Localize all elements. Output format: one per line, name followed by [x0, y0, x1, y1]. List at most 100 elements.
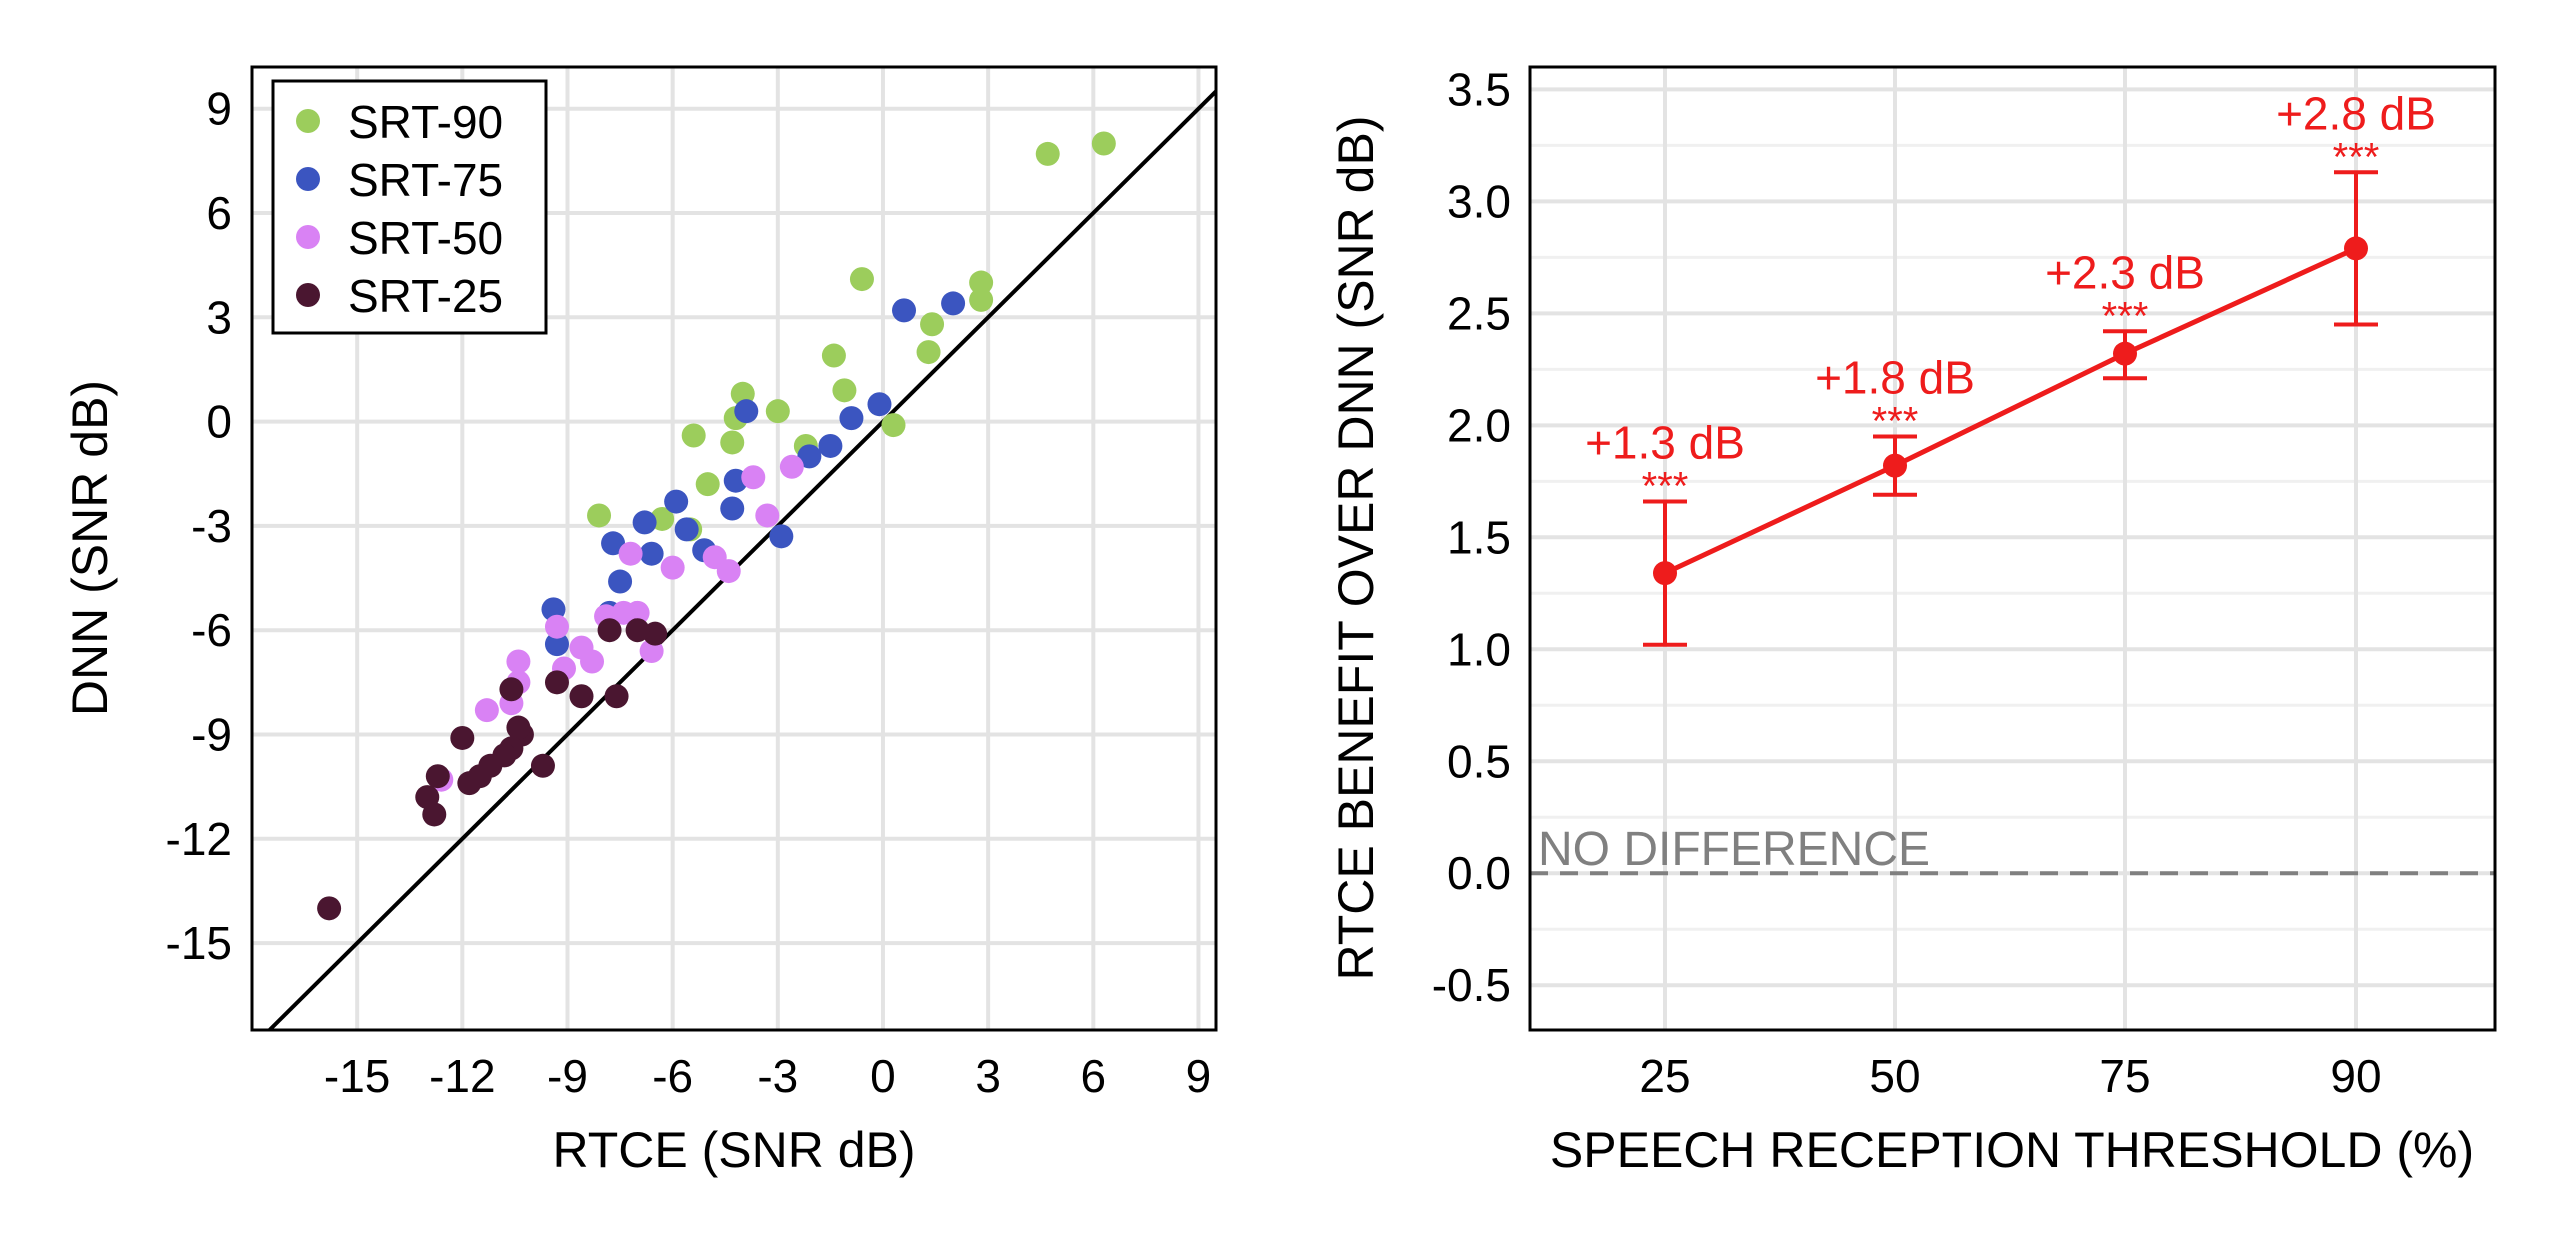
scatter-point	[916, 340, 941, 365]
benefit-y-tick-label: 1.5	[1447, 511, 1511, 563]
scatter-point	[755, 503, 780, 528]
benefit-y-tick-label: 3.5	[1447, 63, 1511, 115]
scatter-point	[415, 785, 440, 810]
scatter-point	[450, 725, 475, 750]
scatter-point	[425, 764, 450, 789]
scatter-x-tick-label: 0	[870, 1050, 896, 1102]
scatter-y-tick-label: 6	[206, 187, 232, 239]
scatter-y-tick-label: -15	[166, 917, 232, 969]
scatter-point	[920, 312, 945, 337]
benefit-x-tick-label: 90	[2330, 1050, 2381, 1102]
scatter-point	[499, 677, 524, 702]
scatter-x-tick-labels: -15 -12 -9 -6 -3 0 3 6 9	[324, 1050, 1211, 1102]
scatter-point	[569, 684, 594, 709]
benefit-y-tick-label: 2.5	[1447, 287, 1511, 339]
legend-marker	[296, 109, 320, 133]
scatter-point	[839, 406, 864, 431]
scatter-point	[892, 298, 917, 323]
benefit-y-tick-label: 0.0	[1447, 847, 1511, 899]
scatter-point	[818, 433, 843, 458]
scatter-point	[618, 541, 643, 566]
legend-marker	[296, 283, 320, 307]
benefit-x-axis-title: SPEECH RECEPTION THRESHOLD (%)	[1550, 1122, 2474, 1178]
scatter-point	[506, 649, 531, 674]
scatter-point	[720, 496, 745, 521]
scatter-point	[969, 270, 994, 295]
scatter-point	[1091, 131, 1116, 156]
scatter-point	[632, 510, 657, 535]
legend-label: SRT-90	[348, 96, 503, 148]
scatter-point	[779, 454, 804, 479]
scatter-legend: SRT-90 SRT-75 SRT-50 SRT-25	[271, 79, 548, 335]
benefit-x-tick-label: 75	[2099, 1050, 2150, 1102]
scatter-point	[702, 545, 727, 570]
benefit-point	[2344, 236, 2368, 261]
benefit-x-tick-label: 50	[1869, 1050, 1920, 1102]
scatter-point	[765, 399, 790, 424]
scatter-x-tick-label: -12	[429, 1050, 495, 1102]
legend-marker	[296, 225, 320, 249]
scatter-point	[587, 503, 612, 528]
scatter-point	[797, 444, 822, 469]
scatter-point	[544, 632, 569, 657]
benefit-gridlines	[1530, 67, 2495, 1030]
benefit-y-tick-label: 0.5	[1447, 735, 1511, 787]
scatter-y-tick-label: 0	[206, 396, 232, 448]
scatter-x-axis-title: RTCE (SNR dB)	[552, 1122, 915, 1178]
significance-label: ***	[2102, 294, 2149, 338]
benefit-plot-frame	[1528, 65, 2497, 1032]
benefit-y-tick-label: 1.0	[1447, 623, 1511, 675]
scatter-plot-frame	[250, 65, 1218, 1032]
value-label: +1.8 dB	[1815, 352, 1975, 404]
scatter-point	[832, 378, 857, 403]
value-label: +1.3 dB	[1585, 416, 1745, 468]
scatter-point	[849, 267, 874, 292]
scatter-point	[597, 618, 622, 643]
scatter-point	[604, 684, 629, 709]
scatter-point	[681, 423, 706, 448]
scatter-chart: -15 -12 -9 -6 -3 0 3 6 9 9 6 3 0 -3 -6 -9 -12 -15 RTCE (…	[62, 65, 1218, 1178]
scatter-points	[317, 131, 1116, 921]
significance-label: ***	[2333, 135, 2380, 179]
scatter-point	[457, 771, 482, 796]
scatter-point	[1035, 141, 1060, 166]
scatter-point	[821, 343, 846, 368]
benefit-chart: NO DIFFERENCE ***+1.3 dB ***+1.8 dB***+2.…	[1328, 63, 2497, 1178]
benefit-y-tick-label: 3.0	[1447, 175, 1511, 227]
scatter-point	[601, 531, 626, 556]
scatter-point	[867, 392, 892, 417]
scatter-point	[660, 555, 685, 580]
scatter-point	[639, 541, 664, 566]
scatter-point	[769, 524, 794, 549]
scatter-point	[625, 618, 650, 643]
significance-label: ***	[1642, 464, 1689, 508]
benefit-line	[1663, 246, 2358, 576]
scatter-point	[720, 430, 745, 455]
scatter-y-tick-label: 9	[206, 83, 232, 135]
scatter-x-tick-label: 3	[975, 1050, 1001, 1102]
value-label: +2.3 dB	[2045, 246, 2205, 298]
reference-line-label: NO DIFFERENCE	[1538, 823, 1930, 876]
benefit-y-axis-title: RTCE BENEFIT OVER DNN (SNR dB)	[1328, 116, 1384, 981]
benefit-point	[1653, 561, 1677, 586]
scatter-x-tick-label: -3	[757, 1050, 798, 1102]
scatter-y-tick-label: -9	[191, 708, 232, 760]
scatter-point	[734, 399, 759, 424]
value-label: +2.8 dB	[2276, 87, 2436, 139]
benefit-point	[1883, 453, 1907, 478]
scatter-y-tick-labels: 9 6 3 0 -3 -6 -9 -12 -15	[166, 83, 232, 969]
scatter-x-tick-label: 9	[1186, 1050, 1212, 1102]
scatter-y-tick-label: 3	[206, 291, 232, 343]
scatter-point	[881, 413, 906, 438]
scatter-x-tick-label: -15	[324, 1050, 390, 1102]
scatter-y-tick-label: -12	[166, 813, 232, 865]
legend-marker	[296, 167, 320, 191]
scatter-point	[530, 753, 555, 778]
scatter-point	[741, 465, 766, 490]
scatter-point	[941, 291, 966, 316]
scatter-point	[506, 715, 531, 740]
scatter-x-tick-label: 6	[1081, 1050, 1107, 1102]
significance-label: ***	[1872, 400, 1919, 444]
scatter-point	[695, 472, 720, 497]
